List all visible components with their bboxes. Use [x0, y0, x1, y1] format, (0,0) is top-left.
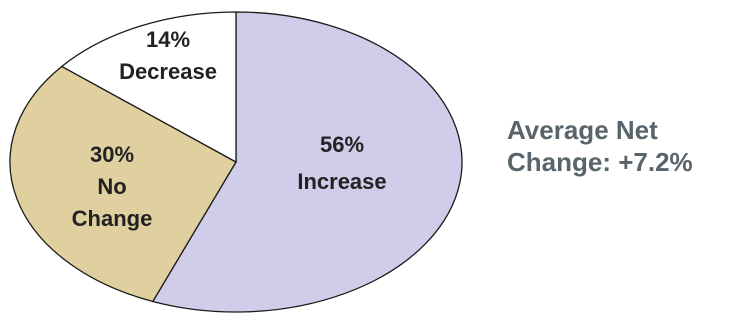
average-net-change-line-1: Average Net — [507, 115, 658, 145]
slice-label-no-change-line-2: No — [97, 174, 126, 199]
slice-label-no-change-line-1: 30% — [90, 142, 134, 167]
slice-label-decrease-line-1: 14% — [146, 27, 190, 52]
slice-label-decrease-line-2: Decrease — [119, 59, 217, 84]
average-net-change-line-2: Change: +7.2% — [507, 147, 693, 177]
slice-label-increase-line-1: 56% — [320, 132, 364, 157]
pie-slice-no-change — [9, 65, 237, 303]
pie-slice-decrease — [60, 11, 237, 164]
slice-label-increase-line-2: Increase — [297, 169, 386, 194]
pie-slice-increase — [151, 11, 463, 313]
slice-label-no-change-line-3: Change — [72, 206, 153, 231]
average-net-change-callout: Average Net Change: +7.2% — [507, 114, 693, 178]
